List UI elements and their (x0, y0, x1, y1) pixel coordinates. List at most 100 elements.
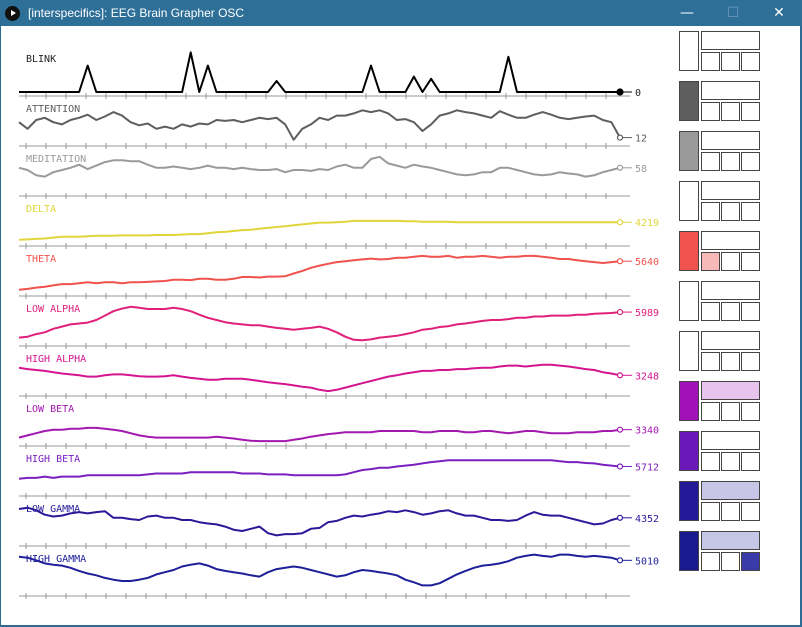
channel-toggle-wide-high-beta[interactable] (701, 431, 760, 450)
endpoint-marker-low-beta (616, 426, 624, 433)
channel-toggle-high-beta-2[interactable] (721, 452, 740, 471)
channel-toggle-wide-high-gamma[interactable] (701, 531, 760, 550)
channel-toggle-theta-2[interactable] (721, 252, 740, 271)
channel-toggle-meditation-1[interactable] (701, 152, 720, 171)
channel-color-swatch-low-beta[interactable] (679, 381, 699, 421)
channel-toggle-delta-2[interactable] (721, 202, 740, 221)
endpoint-marker-blink (616, 88, 624, 96)
waveform-low-gamma (18, 506, 621, 537)
channel-label-low-gamma: LOW GAMMA (26, 504, 80, 515)
channel-value-blink: 0 (635, 88, 641, 99)
channel-toggle-attention-3[interactable] (741, 102, 760, 121)
channel-value-high-gamma: 5010 (635, 556, 659, 567)
endpoint-marker-delta (616, 219, 624, 226)
maximize-icon[interactable]: ☐ (726, 5, 740, 21)
channel-label-theta: THETA (26, 254, 56, 265)
channel-toggle-low-alpha-1[interactable] (701, 302, 720, 321)
channel-toggle-blink-3[interactable] (741, 52, 760, 71)
channel-toggle-high-alpha-1[interactable] (701, 352, 720, 371)
channel-toggle-delta-1[interactable] (701, 202, 720, 221)
waveform-meditation (18, 155, 621, 178)
channel-label-high-gamma: HIGH GAMMA (26, 554, 86, 565)
waveform-delta (18, 219, 620, 241)
channel-toggle-high-gamma-1[interactable] (701, 552, 720, 571)
channel-toggle-wide-low-alpha[interactable] (701, 281, 760, 300)
channel-color-swatch-blink[interactable] (679, 31, 699, 71)
channel-value-high-alpha: 3248 (635, 371, 659, 382)
channel-toggle-attention-2[interactable] (721, 102, 740, 121)
channel-toggle-high-beta-1[interactable] (701, 452, 720, 471)
channel-toggle-meditation-3[interactable] (741, 152, 760, 171)
endpoint-marker-theta (616, 258, 624, 265)
channel-toggle-attention-1[interactable] (701, 102, 720, 121)
channel-toggle-low-alpha-3[interactable] (741, 302, 760, 321)
window-controls: — ☐ ✕ (664, 0, 802, 26)
grapher-canvas: BLINK 0 ATTENTION 12 MEDITATION 58 DELTA 4219 TH… (1, 26, 800, 625)
channel-toggle-wide-meditation[interactable] (701, 131, 760, 150)
waveform-high-alpha (18, 363, 621, 393)
channel-color-swatch-delta[interactable] (679, 181, 699, 221)
minimize-icon[interactable]: — (680, 5, 694, 21)
channel-toggle-wide-delta[interactable] (701, 181, 760, 200)
endpoint-marker-high-alpha (616, 372, 624, 379)
waveform-blink (19, 51, 620, 93)
channel-toggle-high-alpha-2[interactable] (721, 352, 740, 371)
channel-toggle-blink-2[interactable] (721, 52, 740, 71)
channel-toggle-theta-1[interactable] (701, 252, 720, 271)
endpoint-marker-low-gamma (616, 514, 624, 521)
channel-toggle-low-beta-3[interactable] (741, 402, 760, 421)
channel-color-swatch-low-gamma[interactable] (679, 481, 699, 521)
channel-value-attention: 12 (635, 134, 647, 145)
channel-toggle-wide-low-beta[interactable] (701, 381, 760, 400)
eeg-plot-area: BLINK 0 ATTENTION 12 MEDITATION 58 DELTA 4219 TH… (18, 51, 659, 599)
channel-toggle-high-gamma-2[interactable] (721, 552, 740, 571)
channel-toggle-wide-low-gamma[interactable] (701, 481, 760, 500)
window-title: [interspecifics]: EEG Brain Grapher OSC (28, 6, 245, 20)
channel-toggle-theta-3[interactable] (741, 252, 760, 271)
title-bar[interactable]: [interspecifics]: EEG Brain Grapher OSC … (0, 0, 802, 26)
channel-toggle-high-gamma-3[interactable] (741, 552, 760, 571)
channel-toggle-high-alpha-3[interactable] (741, 352, 760, 371)
channel-toggle-low-gamma-3[interactable] (741, 502, 760, 521)
channel-label-blink: BLINK (26, 54, 56, 65)
waveform-low-beta (18, 426, 621, 443)
channel-toggle-low-beta-1[interactable] (701, 402, 720, 421)
channel-toggle-delta-3[interactable] (741, 202, 760, 221)
close-icon[interactable]: ✕ (773, 5, 785, 21)
channel-toggle-wide-high-alpha[interactable] (701, 331, 760, 350)
channel-toggle-blink-1[interactable] (701, 52, 720, 71)
channel-label-attention: ATTENTION (26, 104, 80, 115)
channel-value-low-beta: 3340 (635, 426, 659, 437)
endpoint-marker-high-gamma (616, 557, 624, 564)
channel-toggle-low-beta-2[interactable] (721, 402, 740, 421)
waveform-high-gamma (18, 553, 621, 587)
channel-color-swatch-high-gamma[interactable] (679, 531, 699, 571)
channel-value-meditation: 58 (635, 164, 647, 175)
channel-color-swatch-attention[interactable] (679, 81, 699, 121)
channel-toggle-wide-attention[interactable] (701, 81, 760, 100)
channel-value-low-gamma: 4352 (635, 514, 659, 525)
channel-toggle-low-gamma-2[interactable] (721, 502, 740, 521)
channel-toggle-wide-theta[interactable] (701, 231, 760, 250)
channel-toggle-high-beta-3[interactable] (741, 452, 760, 471)
endpoint-marker-meditation (616, 164, 624, 171)
channel-value-low-alpha: 5989 (635, 308, 659, 319)
channel-value-high-beta: 5712 (635, 462, 659, 473)
endpoint-marker-attention (616, 134, 624, 141)
channel-value-delta: 4219 (635, 218, 659, 229)
channel-value-theta: 5640 (635, 257, 659, 268)
channel-color-swatch-high-alpha[interactable] (679, 331, 699, 371)
channel-toggle-low-gamma-1[interactable] (701, 502, 720, 521)
channel-label-high-beta: HIGH BETA (26, 454, 80, 465)
channel-label-low-beta: LOW BETA (26, 404, 74, 415)
channel-color-swatch-high-beta[interactable] (679, 431, 699, 471)
channel-color-swatch-low-alpha[interactable] (679, 281, 699, 321)
channel-toggle-meditation-2[interactable] (721, 152, 740, 171)
channel-toggle-low-alpha-2[interactable] (721, 302, 740, 321)
channel-toggle-wide-blink[interactable] (701, 31, 760, 50)
channel-color-swatch-theta[interactable] (679, 231, 699, 271)
play-circle-icon (5, 5, 20, 21)
channel-color-swatch-meditation[interactable] (679, 131, 699, 171)
endpoint-marker-low-alpha (616, 308, 624, 316)
